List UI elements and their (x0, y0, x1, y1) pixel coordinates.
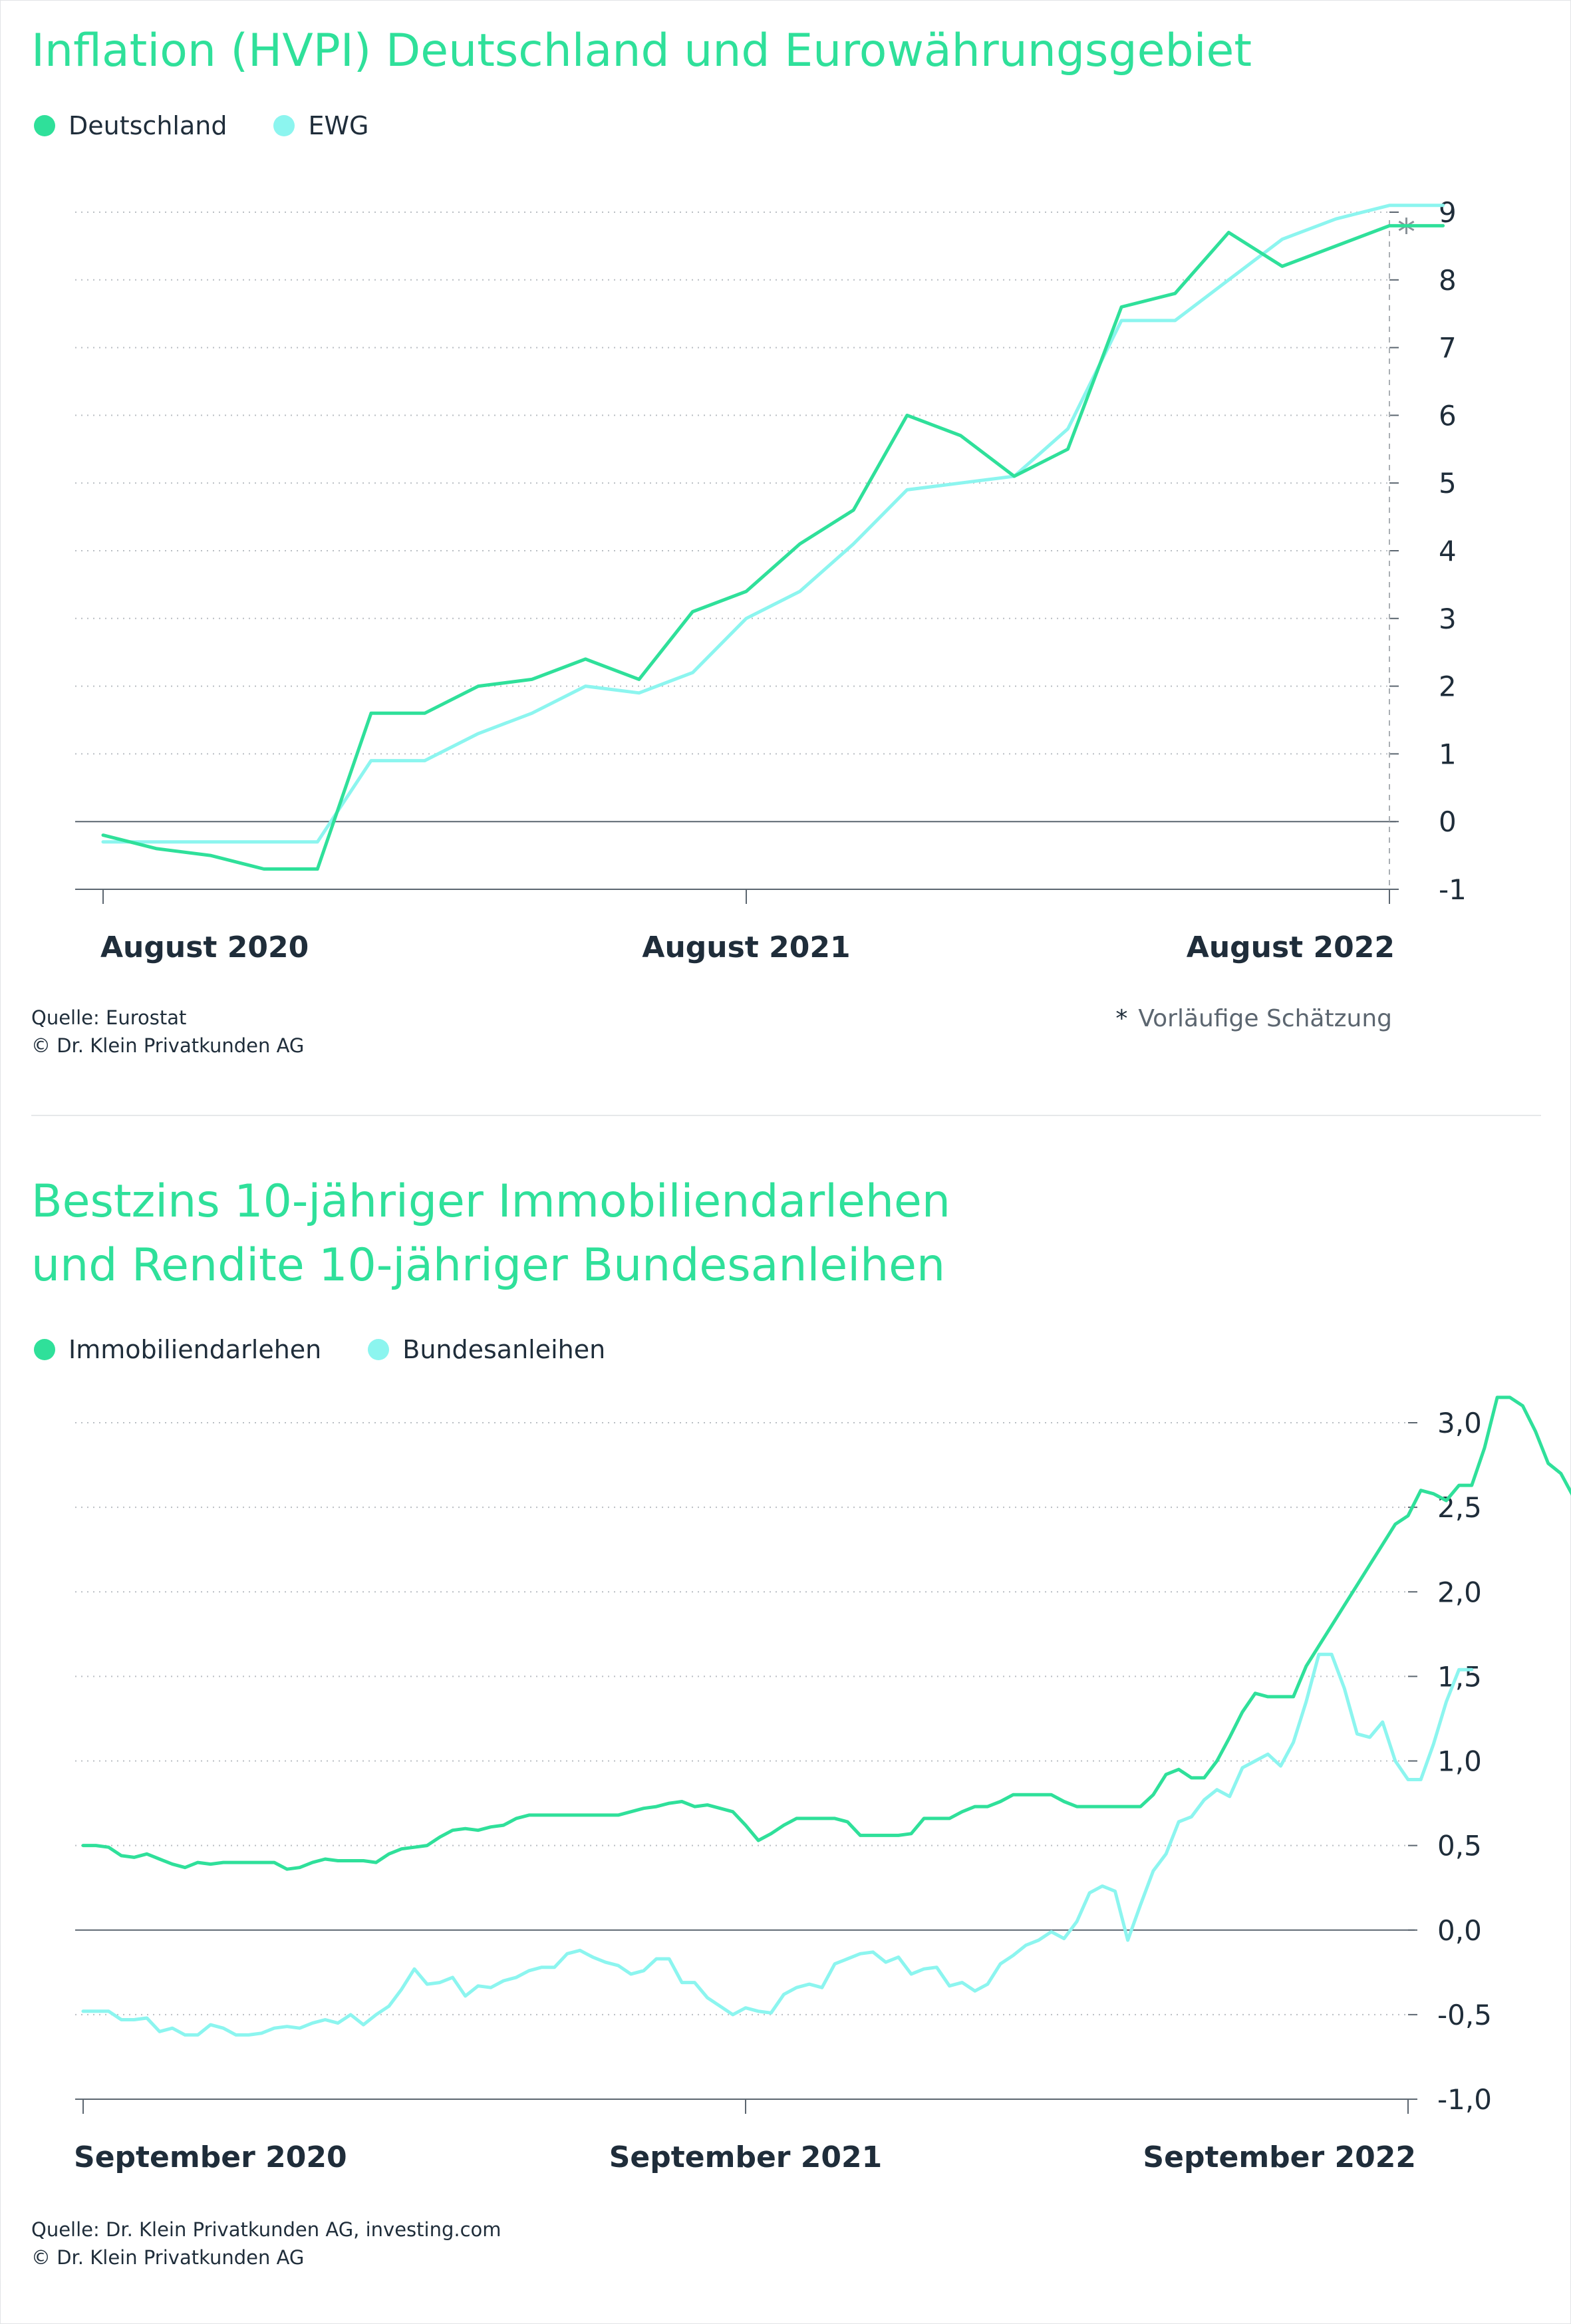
source-line: Quelle: Eurostat (31, 1006, 187, 1029)
zinsen-title-line-2: und Rendite 10-jähriger Bundesanleihen (31, 1239, 946, 1292)
y-tick-label: -1 (1439, 873, 1467, 906)
legend-dot-ewg (273, 115, 295, 136)
legend-item-bundesanleihen: Bundesanleihen (368, 1335, 605, 1364)
zinsen-chart: 3,0 2,5 2,0 1,5 1,0 0,5 0,0 -0,5 -1,0 September 2… (74, 1395, 1571, 2174)
legend-dot-deutschland (34, 115, 55, 136)
y-tick-label: 1 (1439, 738, 1457, 770)
source-line: Quelle: Dr. Klein Privatkunden AG, inves… (31, 2218, 501, 2241)
legend-label-deutschland: Deutschland (69, 111, 227, 140)
zinsen-chart-title: Bestzins 10-jähriger Immobiliendarlehen … (31, 1170, 950, 1298)
y-tick-label: 2,5 (1437, 1491, 1482, 1524)
y-tick-label: 0,0 (1437, 1914, 1482, 1947)
legend-label-immobiliendarlehen: Immobiliendarlehen (69, 1335, 322, 1364)
inflation-chart-title: Inflation (HVPI) Deutschland und Eurowäh… (31, 25, 1252, 77)
zinsen-source: Quelle: Dr. Klein Privatkunden AG, inves… (31, 2216, 501, 2271)
x-tick-label: August 2022 (1187, 931, 1395, 964)
y-tick-label: 4 (1439, 535, 1457, 567)
y-tick-label: 5 (1439, 467, 1457, 500)
y-tick-label: 1,5 (1437, 1660, 1482, 1693)
copyright-line: © Dr. Klein Privatkunden AG (31, 2246, 305, 2269)
y-tick-label: 3 (1439, 603, 1457, 635)
section-divider (31, 1115, 1541, 1116)
legend-item-ewg: EWG (273, 111, 368, 140)
zinsen-title-line-1: Bestzins 10-jähriger Immobiliendarlehen (31, 1175, 950, 1228)
copyright-line: © Dr. Klein Privatkunden AG (31, 1034, 305, 1057)
x-tick-label: August 2020 (100, 931, 309, 964)
series-line-ewg (101, 204, 1445, 844)
estimate-footnote: * Vorläufige Schätzung (1115, 1005, 1392, 1032)
y-tick-label: 1,0 (1437, 1745, 1482, 1778)
y-tick-label: 0 (1439, 805, 1457, 838)
legend-dot-immobiliendarlehen (34, 1339, 55, 1360)
legend-item-immobiliendarlehen: Immobiliendarlehen (34, 1335, 321, 1364)
y-tick-label: 3,0 (1437, 1407, 1482, 1439)
series-line-bundesanleihen (81, 1652, 1474, 2037)
y-tick-label: 0,5 (1437, 1830, 1482, 1862)
x-tick-label: August 2021 (642, 931, 850, 964)
series-line-immobiliendarlehen (81, 1395, 1571, 1871)
y-tick-label: -0,5 (1437, 1999, 1492, 2031)
x-tick-label: September 2021 (609, 2140, 883, 2174)
legend-label-ewg: EWG (308, 111, 369, 140)
y-tick-label: 2 (1439, 670, 1457, 703)
x-tick-label: September 2020 (74, 2140, 347, 2174)
footnote-asterisk: * (1115, 1005, 1128, 1032)
estimate-asterisk: * (1397, 211, 1415, 253)
inflation-chart: 9 8 7 6 5 4 3 2 1 0 -1 August 2020 August 2021 August… (75, 196, 1467, 964)
inflation-source: Quelle: Eurostat © Dr. Klein Privatkunde… (31, 1004, 304, 1060)
y-tick-label: 7 (1439, 332, 1457, 364)
y-tick-label: 2,0 (1437, 1576, 1482, 1608)
inflation-legend: Deutschland EWG (34, 106, 415, 146)
legend-dot-bundesanleihen (368, 1339, 390, 1360)
zinsen-legend: Immobiliendarlehen Bundesanleihen (34, 1330, 652, 1370)
footnote-text: Vorläufige Schätzung (1138, 1005, 1392, 1032)
x-tick-label: September 2022 (1143, 2140, 1416, 2174)
y-tick-label: 6 (1439, 399, 1457, 432)
y-tick-label: 8 (1439, 264, 1457, 297)
legend-item-deutschland: Deutschland (34, 111, 227, 140)
y-tick-label: -1,0 (1437, 2083, 1492, 2116)
legend-label-bundesanleihen: Bundesanleihen (402, 1335, 606, 1364)
series-line-deutschland (101, 223, 1445, 871)
y-tick-label: 9 (1439, 196, 1457, 229)
